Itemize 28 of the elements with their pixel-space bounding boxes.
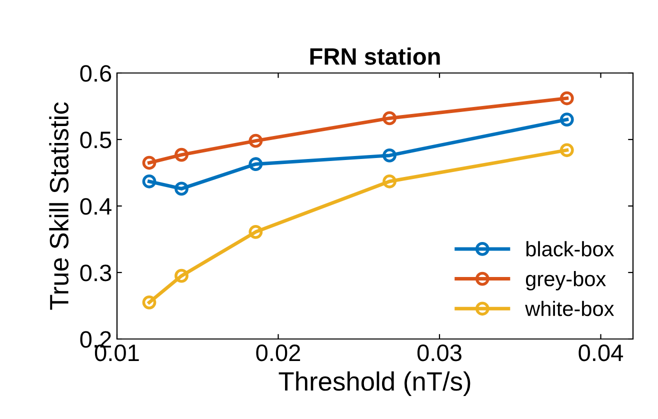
- legend-label: black-box: [526, 241, 614, 256]
- point: [382, 148, 396, 162]
- point: [174, 148, 188, 162]
- point: [142, 156, 156, 170]
- point: [174, 268, 188, 283]
- y-tick-label: 0.4: [80, 198, 112, 215]
- point: [382, 174, 396, 188]
- x-tick-label: 0.04: [578, 344, 624, 362]
- point: [174, 182, 188, 196]
- y-tick-label: 0.6: [80, 65, 112, 82]
- point: [382, 111, 396, 126]
- point: [560, 143, 574, 158]
- x-axis-title: Threshold (nT/s): [278, 371, 470, 396]
- legend-label: white-box: [525, 300, 614, 316]
- x-tick-label: 0.02: [256, 344, 300, 362]
- point: [142, 295, 156, 310]
- x-tick-label: 0.03: [417, 344, 462, 362]
- point: [142, 174, 156, 188]
- point: [248, 157, 263, 172]
- point: [560, 112, 574, 126]
- point: [248, 134, 263, 148]
- point: [560, 91, 574, 106]
- chart-title: FRN station: [310, 48, 440, 65]
- y-tick-label: 0.5: [80, 132, 112, 148]
- y-tick-label: 0.3: [80, 264, 112, 282]
- point: [248, 224, 263, 239]
- legend-label: grey-box: [526, 270, 606, 290]
- y-axis-title: True Skill Statistic: [49, 102, 69, 310]
